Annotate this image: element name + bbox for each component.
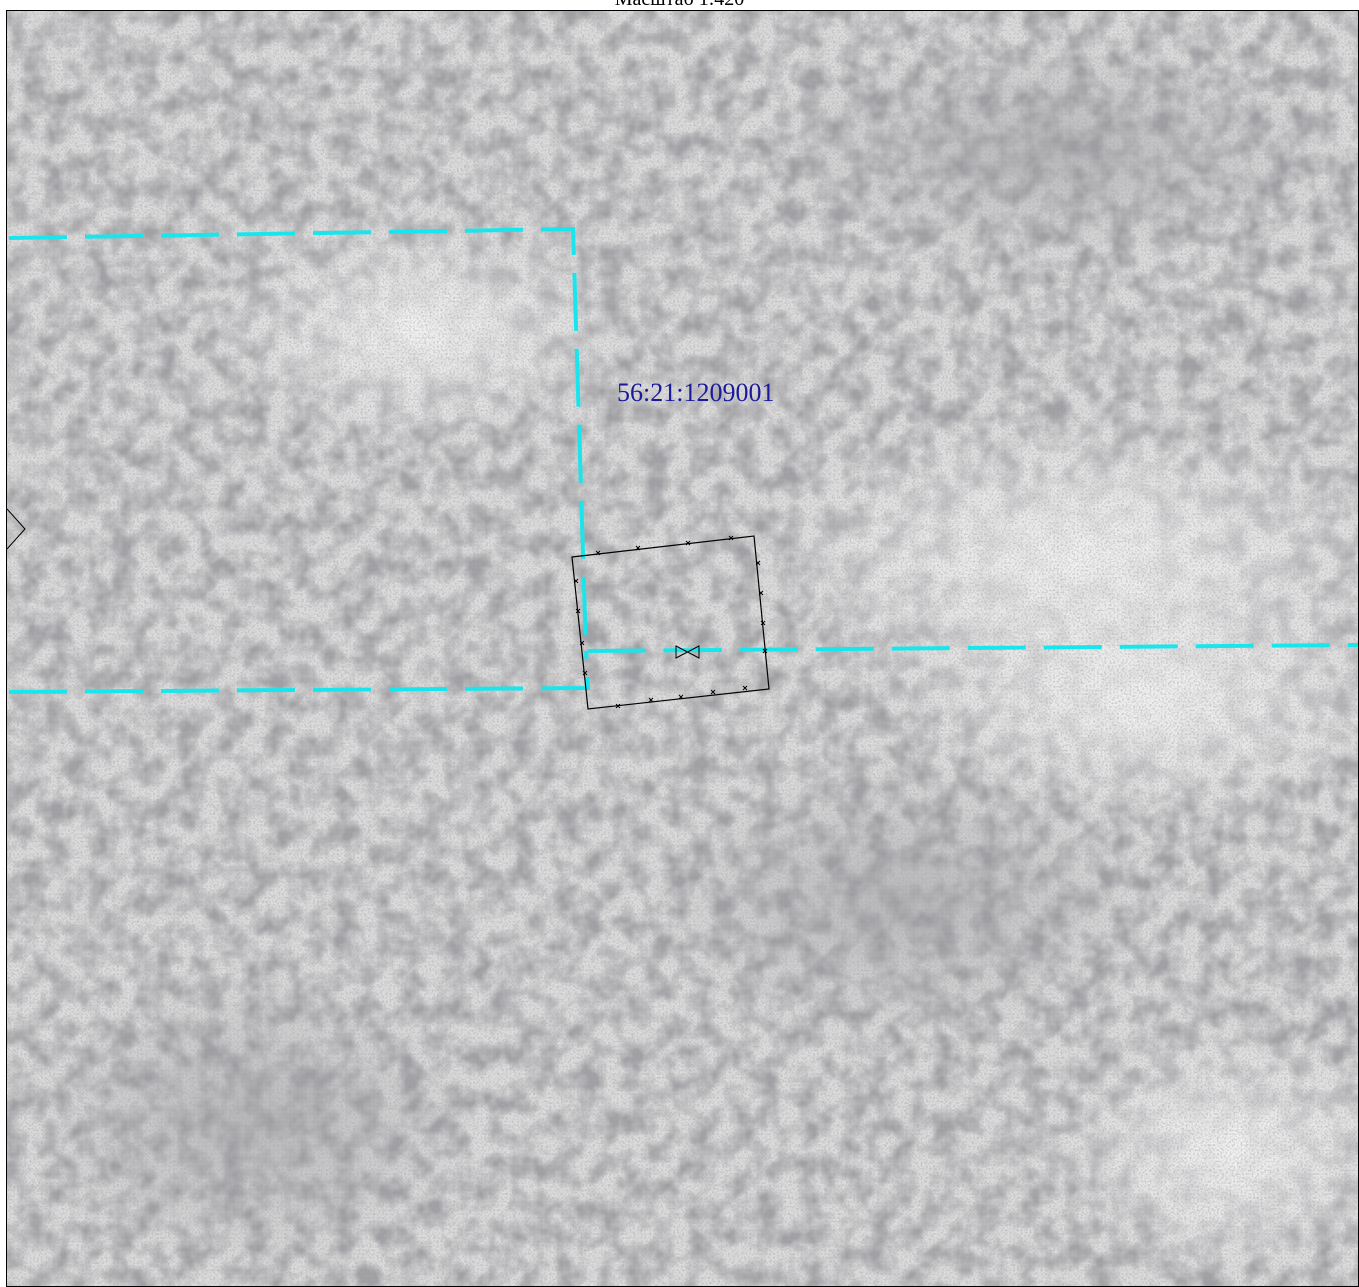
tick-mark-icon — [573, 535, 768, 709]
map-frame: 56:21:1209001 — [6, 10, 1359, 1287]
building-outline — [571, 535, 770, 710]
map-canvas — [7, 11, 1358, 1286]
parcel-label: 56:21:1209001 — [617, 378, 775, 407]
top-strip: Масштаб 1:420 — [0, 0, 1359, 10]
bowtie-marker-icon — [675, 645, 700, 659]
boundary-line-lower — [8, 650, 591, 694]
cadastral-boundary-lines — [8, 226, 1358, 694]
scale-caption: Масштаб 1:420 — [0, 0, 1359, 10]
edge-arrow-icon — [7, 508, 26, 550]
boundary-line-upper — [8, 226, 1358, 654]
